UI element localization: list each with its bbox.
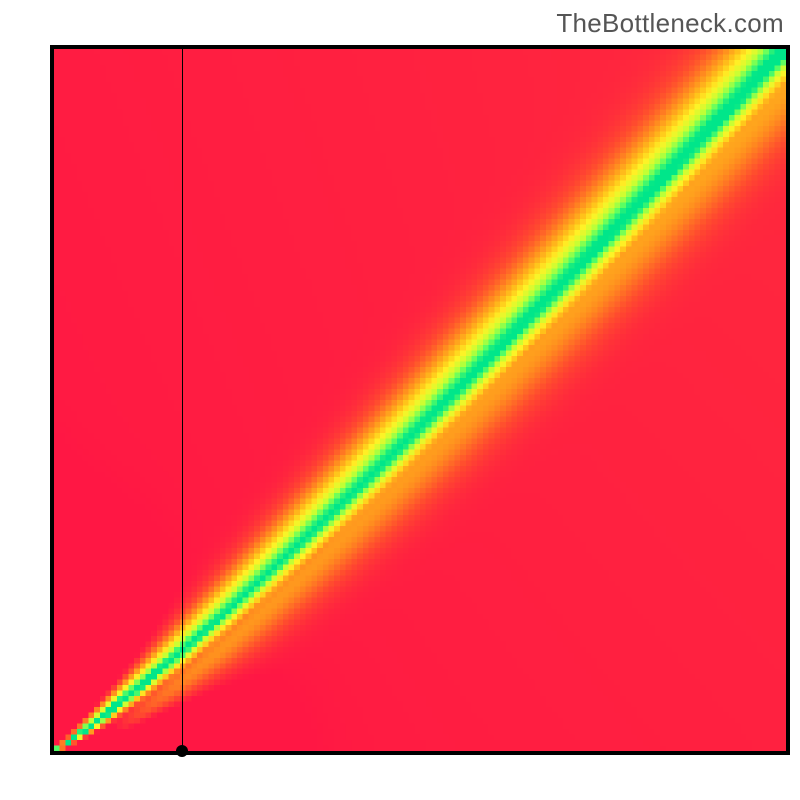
crosshair-vertical: [182, 49, 183, 751]
bottleneck-heatmap-frame: [50, 45, 790, 755]
page-container: TheBottleneck.com: [0, 0, 800, 800]
watermark-text: TheBottleneck.com: [556, 8, 784, 39]
bottleneck-heatmap: [54, 49, 786, 751]
crosshair-dot: [176, 745, 188, 757]
